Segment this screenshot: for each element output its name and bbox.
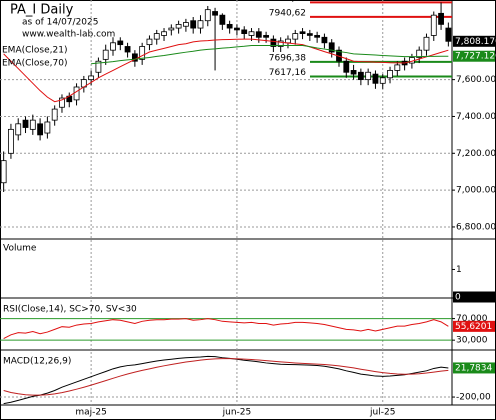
candle-body [59, 97, 65, 108]
pane-title: MACD(12,26,9) [3, 357, 71, 367]
candle-body [306, 33, 313, 36]
candle-body [161, 31, 167, 36]
candle-body [343, 60, 350, 73]
value-badge [453, 35, 495, 47]
candle-body [204, 9, 211, 22]
y-tick-label: 1 [456, 265, 462, 275]
value-badge [453, 50, 495, 62]
candle-body [73, 86, 80, 101]
candle-body [314, 35, 321, 38]
indicator-line [91, 45, 449, 65]
indicator-line [3, 38, 449, 103]
candle-body [234, 27, 240, 31]
indicator-line [3, 355, 449, 405]
y-tick-label: 70,000 [456, 314, 488, 324]
candle-body [248, 31, 255, 36]
value-badge [453, 291, 495, 303]
candle-body [270, 38, 277, 47]
level-label: 7940,62 [269, 8, 306, 18]
y-tick-label: 6,800.000 [456, 222, 496, 232]
candle-body [175, 23, 182, 29]
candle-body [110, 42, 116, 51]
level-label: 7696,38 [269, 53, 306, 63]
y-tick-label: -200,00 [456, 393, 491, 403]
candle-body [241, 29, 248, 34]
value-badge-label: 0 [455, 293, 461, 303]
y-tick-label: 7,400.000 [456, 112, 496, 122]
candle-body [328, 42, 335, 53]
candle-body [29, 119, 36, 130]
candle-body [423, 36, 430, 51]
candle-body [394, 64, 401, 71]
candle-body [445, 27, 452, 42]
candle-body [168, 27, 175, 31]
candle-body [299, 31, 306, 34]
candle-body [212, 11, 218, 16]
candle-body [350, 70, 357, 75]
legend-label: EMA(Close,70) [2, 59, 67, 69]
candle-body [124, 46, 131, 53]
candle-body [102, 49, 109, 60]
candle-body [139, 46, 146, 60]
candle-body [22, 119, 29, 128]
value-badge-label: 7,727.120 [455, 52, 496, 62]
y-tick-label: 7,200.000 [456, 149, 496, 159]
indicator-line [3, 358, 449, 396]
value-badge-label: 21,7834 [455, 363, 492, 373]
candle-body [117, 40, 124, 46]
legend-label: EMA(Close,21) [2, 46, 67, 56]
value-badge [453, 320, 495, 332]
candle-body [88, 75, 95, 81]
candle-body [0, 160, 7, 184]
candle-body [153, 33, 160, 40]
value-badge-label: 7,808.170 [455, 37, 496, 47]
candle-body [430, 14, 437, 36]
candle-body [131, 53, 138, 62]
candle-body [321, 36, 328, 44]
candle-body [365, 71, 372, 81]
candle-body [372, 73, 379, 84]
candle-body [8, 128, 14, 154]
x-tick-label: maj-25 [75, 408, 106, 418]
x-tick-label: jul-25 [369, 408, 395, 418]
candle-body [219, 14, 226, 25]
chart-subtitle: as of 14/07/2025 [22, 18, 98, 28]
x-tick-label: jun-25 [222, 408, 252, 418]
candle-body [15, 123, 22, 136]
candle-body [255, 31, 262, 38]
value-badge-label: 55,6201 [455, 322, 492, 332]
candle-body [416, 49, 423, 58]
indicator-line [3, 318, 449, 339]
candle-body [226, 23, 233, 29]
candle-body [263, 35, 269, 38]
candle-body [387, 70, 393, 79]
candle-body [357, 71, 364, 81]
pane-title: Volume [3, 244, 37, 254]
candle-body [438, 12, 444, 25]
candle-body [292, 33, 299, 40]
candle-body [183, 22, 189, 27]
value-badge [453, 362, 495, 374]
level-label: 8019,29 [269, 0, 306, 4]
y-tick-label: 7,600.000 [456, 75, 496, 85]
candle-body [51, 108, 58, 121]
source: www.wealth-lab.com [22, 30, 115, 40]
candle-body [95, 60, 102, 73]
candle-body [277, 40, 284, 47]
pane-title: RSI(Close,14), SC>70, SV<30 [3, 305, 137, 315]
candle-body [285, 38, 291, 44]
candle-body [37, 123, 43, 136]
level-label: 7617,16 [269, 68, 306, 78]
candle-body [197, 20, 204, 29]
candle-body [146, 38, 153, 46]
candle-body [44, 121, 51, 134]
candle-body [379, 77, 386, 84]
y-tick-label: 7,000.000 [456, 186, 496, 196]
y-tick-label: 30,000 [456, 336, 488, 346]
candle-body [190, 20, 197, 29]
chart-title: PA_I Daily [10, 3, 74, 18]
